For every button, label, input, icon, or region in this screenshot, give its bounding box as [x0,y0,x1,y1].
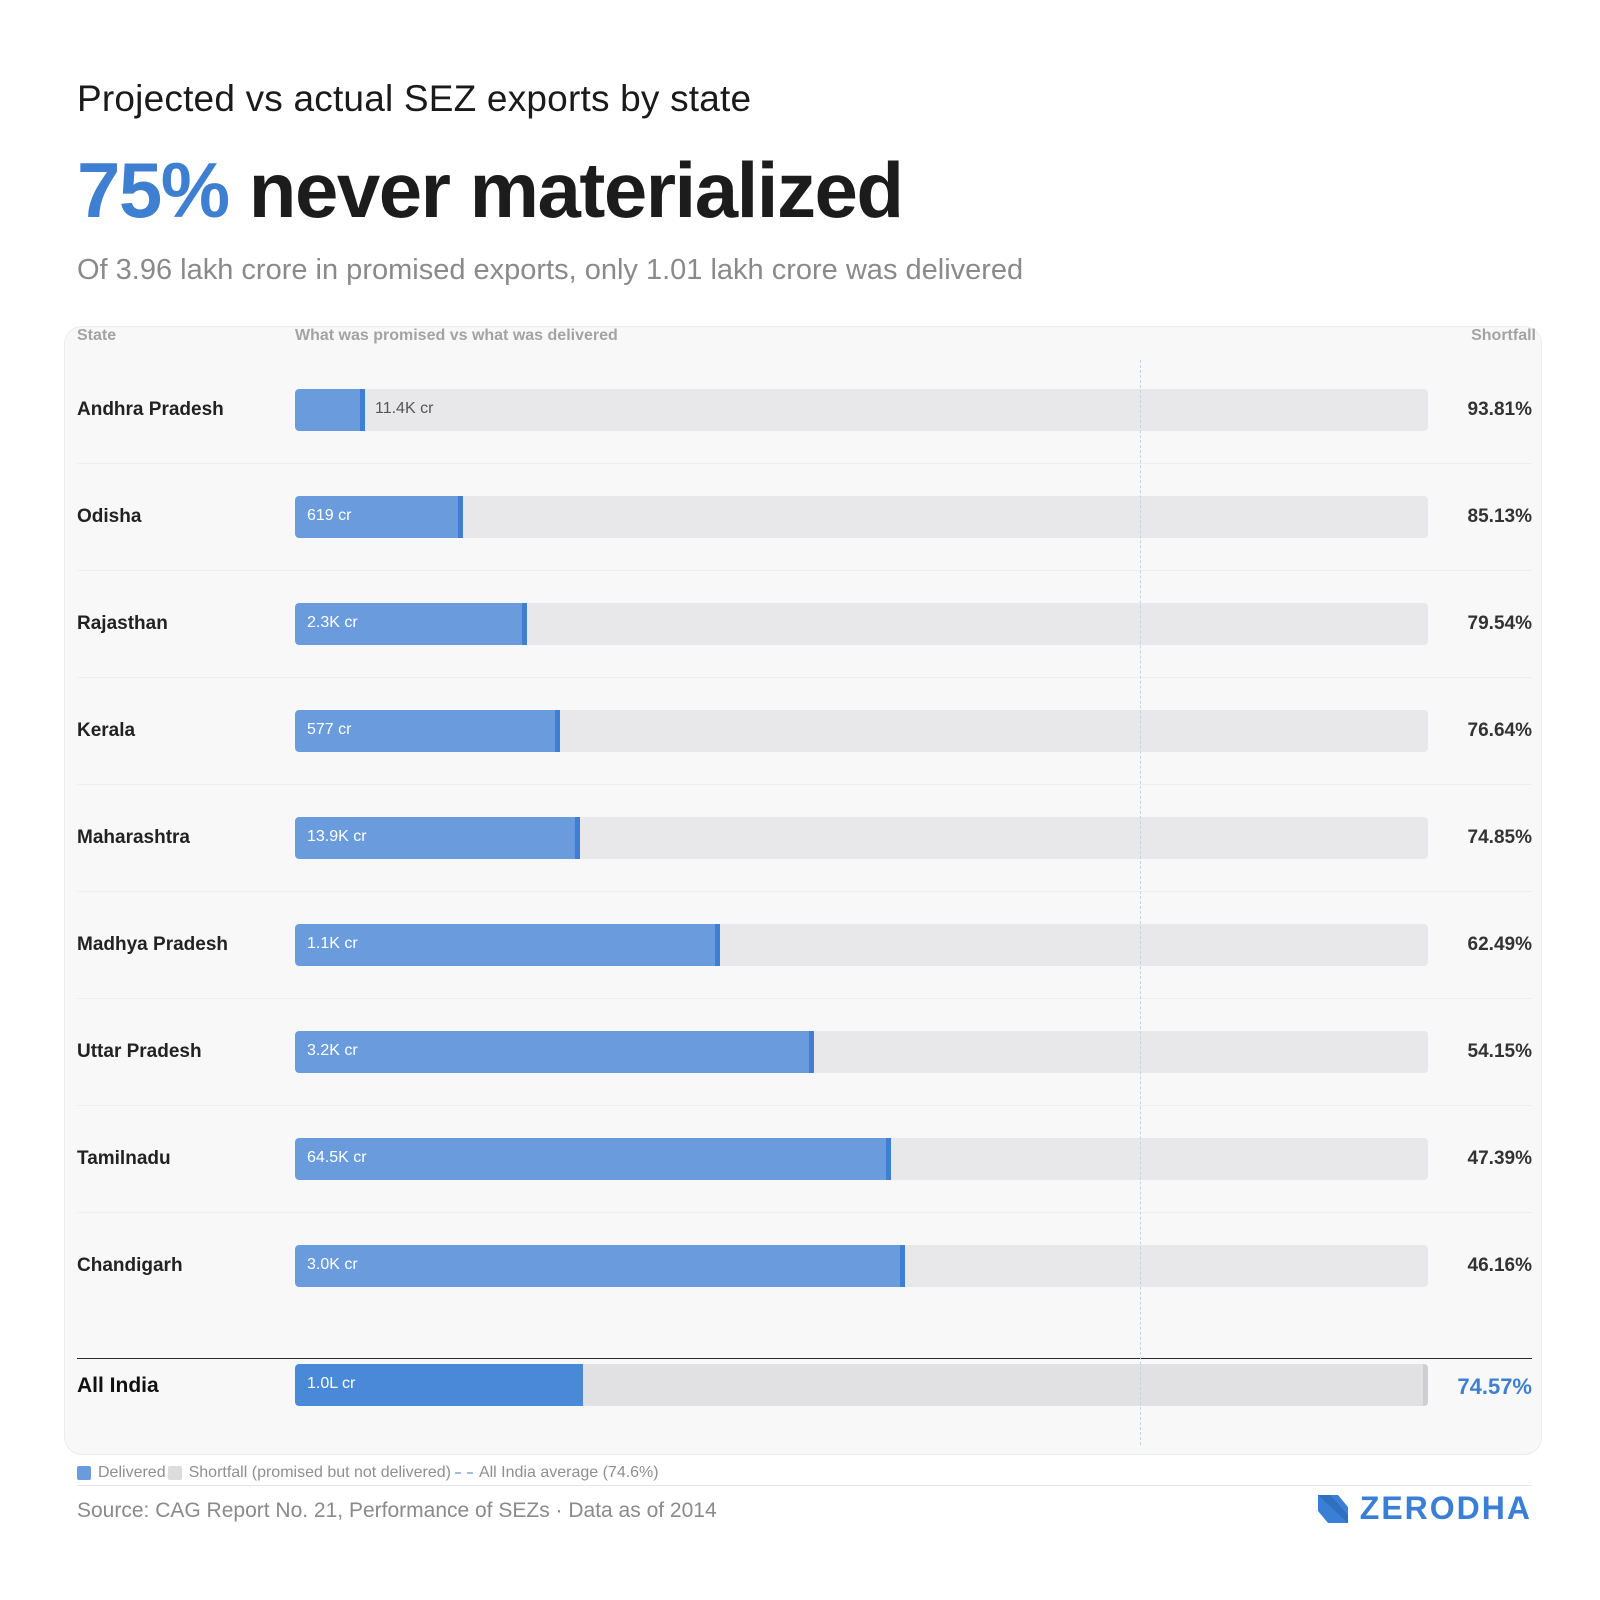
chart-row: Tamilnadu 64.5K cr 47.39% [77,1138,1532,1182]
bar-track: 64.5K cr [295,1138,1428,1180]
shortfall-value: 79.54% [1467,613,1532,634]
total-bar-delivered [295,1364,583,1406]
bar-delivered [295,1031,814,1073]
row-separator [77,570,1532,571]
chart-row: Uttar Pradesh 3.2K cr 54.15% [77,1031,1532,1075]
legend-delivered-label: Delivered [98,1464,166,1481]
chart-row: Andhra Pradesh 11.4K cr 93.81% [77,389,1532,433]
row-separator [77,1212,1532,1213]
row-separator [77,998,1532,999]
total-bar-track: 1.0L cr [295,1364,1428,1406]
shortfall-value: 76.64% [1467,720,1532,741]
bar-value-label: 577 cr [307,721,352,738]
chart-row: Odisha 619 cr 85.13% [77,496,1532,540]
shortfall-value: 54.15% [1467,1041,1532,1062]
total-divider [77,1358,1532,1359]
shortfall-value: 62.49% [1467,934,1532,955]
brand-name: ZERODHA [1359,1490,1532,1526]
bar-value-label: 619 cr [307,507,352,524]
row-separator [77,463,1532,464]
bar-track: 11.4K cr [295,389,1428,431]
state-label: Odisha [77,506,142,527]
row-separator [77,891,1532,892]
chart-row: Kerala 577 cr 76.64% [77,710,1532,754]
bar-delivered [295,924,720,966]
state-label: Uttar Pradesh [77,1041,202,1062]
shortfall-value: 85.13% [1467,506,1532,527]
bar-value-label: 11.4K cr [375,400,434,417]
shortfall-value: 74.85% [1467,827,1532,848]
legend: Delivered Shortfall (promised but not de… [77,1464,659,1482]
chart-row: Chandigarh 3.0K cr 46.16% [77,1245,1532,1289]
column-header-bar: What was promised vs what was delivered [295,327,618,344]
chart-headline: 75% never materialized [77,149,904,232]
column-header-state: State [77,327,117,344]
total-row: All India 1.0L cr 74.57% [77,1364,1532,1408]
total-label: All India [77,1374,159,1397]
chart-row: Madhya Pradesh 1.1K cr 62.49% [77,924,1532,968]
row-separator [77,784,1532,785]
bar-value-label: 64.5K cr [307,1149,367,1166]
bar-track: 1.1K cr [295,924,1428,966]
bar-track: 3.2K cr [295,1031,1428,1073]
row-separator [77,1105,1532,1106]
bar-value-label: 2.3K cr [307,614,358,631]
total-bar-label: 1.0L cr [307,1375,356,1392]
footer-divider [77,1485,1532,1486]
headline-accent: 75% [77,146,230,234]
bar-delivered [295,389,365,431]
legend-delivered-swatch [77,1466,91,1480]
row-separator [77,677,1532,678]
zerodha-logo-icon [1317,1494,1348,1523]
legend-average-label: All India average (74.6%) [478,1464,659,1481]
bar-delivered [295,710,560,752]
bar-delivered [295,603,527,645]
bar-value-label: 1.1K cr [307,935,358,952]
bar-delivered [295,1138,891,1180]
shortfall-value: 47.39% [1467,1148,1532,1169]
state-label: Chandigarh [77,1255,183,1276]
headline-text: never materialized [248,146,904,234]
total-shortfall-value: 74.57% [1457,1374,1532,1399]
chart-subtitle: Of 3.96 lakh crore in promised exports, … [77,254,1024,286]
bar-value-label: 3.2K cr [307,1042,358,1059]
bar-delivered [295,496,463,538]
state-label: Andhra Pradesh [77,399,224,420]
chart-row: Rajasthan 2.3K cr 79.54% [77,603,1532,647]
brand-logo: ZERODHA [1317,1490,1532,1527]
bar-track: 3.0K cr [295,1245,1428,1287]
state-label: Rajasthan [77,613,168,634]
bar-delivered [295,1245,905,1287]
bar-value-label: 13.9K cr [307,828,367,845]
average-reference-line [1140,360,1141,1445]
shortfall-value: 46.16% [1467,1255,1532,1276]
bar-track: 2.3K cr [295,603,1428,645]
chart-row: Maharashtra 13.9K cr 74.85% [77,817,1532,861]
bar-value-label: 3.0K cr [307,1256,358,1273]
legend-average-dash [454,1472,473,1474]
state-label: Madhya Pradesh [77,934,228,955]
bar-track: 577 cr [295,710,1428,752]
legend-shortfall-swatch [167,1466,182,1480]
bar-track: 13.9K cr [295,817,1428,859]
state-label: Kerala [77,720,136,741]
state-label: Tamilnadu [77,1148,171,1169]
source-note: Source: CAG Report No. 21, Performance o… [77,1499,717,1522]
shortfall-value: 93.81% [1467,399,1532,420]
state-label: Maharashtra [77,827,190,848]
legend-shortfall-label: Shortfall (promised but not delivered) [188,1464,451,1481]
column-header-shortfall: Shortfall [1471,327,1536,344]
chart-supertitle: Projected vs actual SEZ exports by state [77,78,752,119]
bar-delivered [295,817,580,859]
bar-track: 619 cr [295,496,1428,538]
